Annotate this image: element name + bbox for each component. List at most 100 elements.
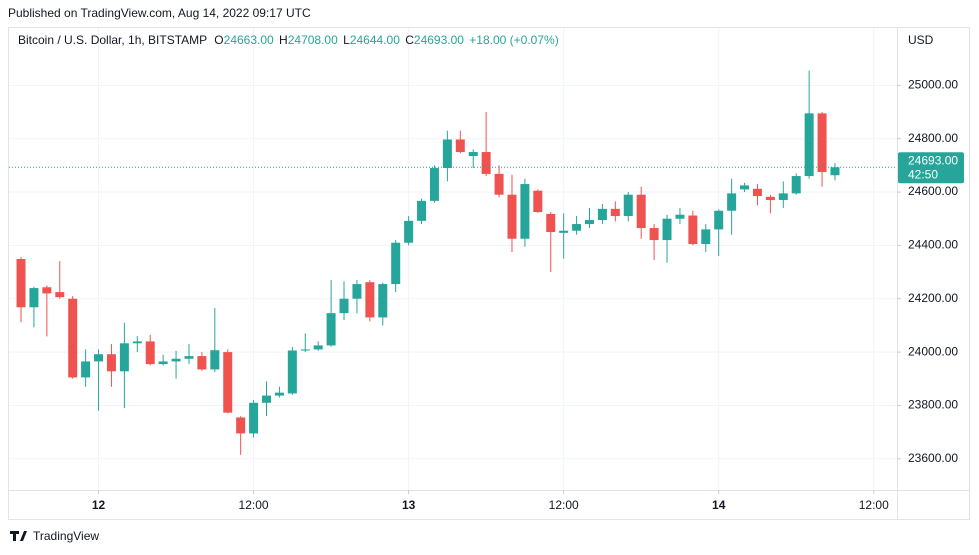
candle-body: [339, 298, 349, 314]
low-value: 24644.00: [350, 33, 400, 47]
candle-body: [752, 188, 762, 197]
candle-body: [429, 168, 439, 201]
candle-body: [455, 139, 465, 153]
countdown-label: 42:50: [908, 167, 938, 181]
candle-body: [249, 402, 259, 434]
candle-body: [610, 208, 620, 217]
symbol-title: Bitcoin / U.S. Dollar, 1h, BITSTAMP: [18, 33, 207, 47]
logo-icon: [10, 531, 27, 541]
candle-body: [106, 354, 116, 372]
high-label: H: [279, 33, 288, 47]
candle-body: [597, 208, 607, 221]
last-price-label: 24693.00: [908, 153, 958, 167]
tradingview-logo: TradingView: [10, 529, 99, 543]
candle-body: [830, 167, 840, 176]
candle-body: [313, 345, 323, 350]
x-tick-label: 14: [712, 498, 726, 512]
candle-body: [765, 196, 775, 201]
axes: 23600.00 23800.00 24000.00 24200.00 24400.00…: [92, 78, 964, 512]
change-value: +18.00 (+0.07%): [469, 33, 558, 47]
candle-body: [546, 213, 556, 233]
y-tick-label: 24200.00: [908, 291, 958, 305]
candle-body: [326, 313, 336, 346]
candle-body: [675, 214, 685, 219]
candle-body: [481, 152, 491, 174]
low-label: L: [343, 33, 350, 47]
candle-body: [16, 259, 26, 308]
y-tick-label: 24400.00: [908, 238, 958, 252]
candle-body: [740, 185, 750, 190]
candle-body: [171, 358, 181, 362]
candle-body: [649, 228, 659, 241]
last-price-box: [898, 152, 964, 184]
candle-body: [701, 229, 711, 245]
candle-body: [132, 341, 142, 344]
candle-body: [494, 173, 504, 195]
candle-body: [81, 361, 91, 378]
candle-body: [688, 215, 698, 245]
candle-body: [804, 113, 814, 177]
candle-body: [184, 356, 194, 359]
candle-body: [365, 282, 375, 318]
candle-body: [261, 395, 271, 403]
candle-body: [274, 392, 284, 396]
candle-body: [197, 356, 207, 370]
candle-body: [158, 361, 168, 365]
currency-label: USD: [908, 33, 934, 47]
candle-body: [42, 287, 52, 294]
candle-body: [145, 341, 155, 365]
candle-body: [791, 176, 801, 194]
x-tick-label: 12:00: [239, 498, 269, 512]
candle-body: [236, 417, 246, 434]
candle-body: [520, 184, 530, 239]
candle-body: [468, 152, 478, 157]
candle-body: [585, 220, 595, 225]
candle-body: [636, 194, 646, 229]
candle-body: [29, 288, 39, 308]
candle-body: [378, 284, 388, 318]
candle-body: [404, 220, 414, 243]
candle-body: [778, 193, 788, 201]
candle-body: [507, 194, 517, 239]
candles: [9, 70, 897, 455]
published-note: Published on TradingView.com, Aug 14, 20…: [8, 6, 311, 20]
candle-body: [623, 194, 633, 217]
candle-body: [714, 210, 724, 230]
candle-body: [119, 343, 129, 372]
candle-body: [223, 352, 233, 413]
candle-body: [287, 350, 297, 394]
y-tick-label: 24600.00: [908, 184, 958, 198]
legend-header: Bitcoin / U.S. Dollar, 1h, BITSTAMP O246…: [18, 33, 559, 47]
candle-body: [352, 284, 362, 299]
chart-frame: [8, 27, 970, 520]
y-tick-label: 24800.00: [908, 131, 958, 145]
candle-body: [417, 200, 427, 221]
x-tick-label: 12: [92, 498, 106, 512]
candle-body: [68, 298, 78, 378]
candle-body: [727, 193, 737, 211]
grid: [9, 28, 897, 490]
open-label: O: [214, 33, 223, 47]
logo-text: TradingView: [33, 529, 99, 543]
high-value: 24708.00: [288, 33, 338, 47]
y-tick-label: 23600.00: [908, 451, 958, 465]
candle-body: [662, 218, 672, 241]
candle-body: [300, 349, 310, 351]
candle-body: [210, 350, 220, 370]
candle-body: [572, 224, 582, 231]
candle-body: [94, 354, 104, 362]
close-value: 24693.00: [414, 33, 464, 47]
candle-body: [55, 292, 65, 298]
y-tick-label: 24000.00: [908, 344, 958, 358]
candle-body: [559, 230, 569, 233]
y-tick-label: 25000.00: [908, 78, 958, 92]
candle-body: [442, 139, 452, 169]
close-label: C: [405, 33, 414, 47]
candle-body: [533, 190, 543, 213]
open-value: 24663.00: [224, 33, 274, 47]
x-tick-label: 12:00: [549, 498, 579, 512]
candle-body: [817, 113, 827, 173]
x-tick-label: 13: [402, 498, 416, 512]
